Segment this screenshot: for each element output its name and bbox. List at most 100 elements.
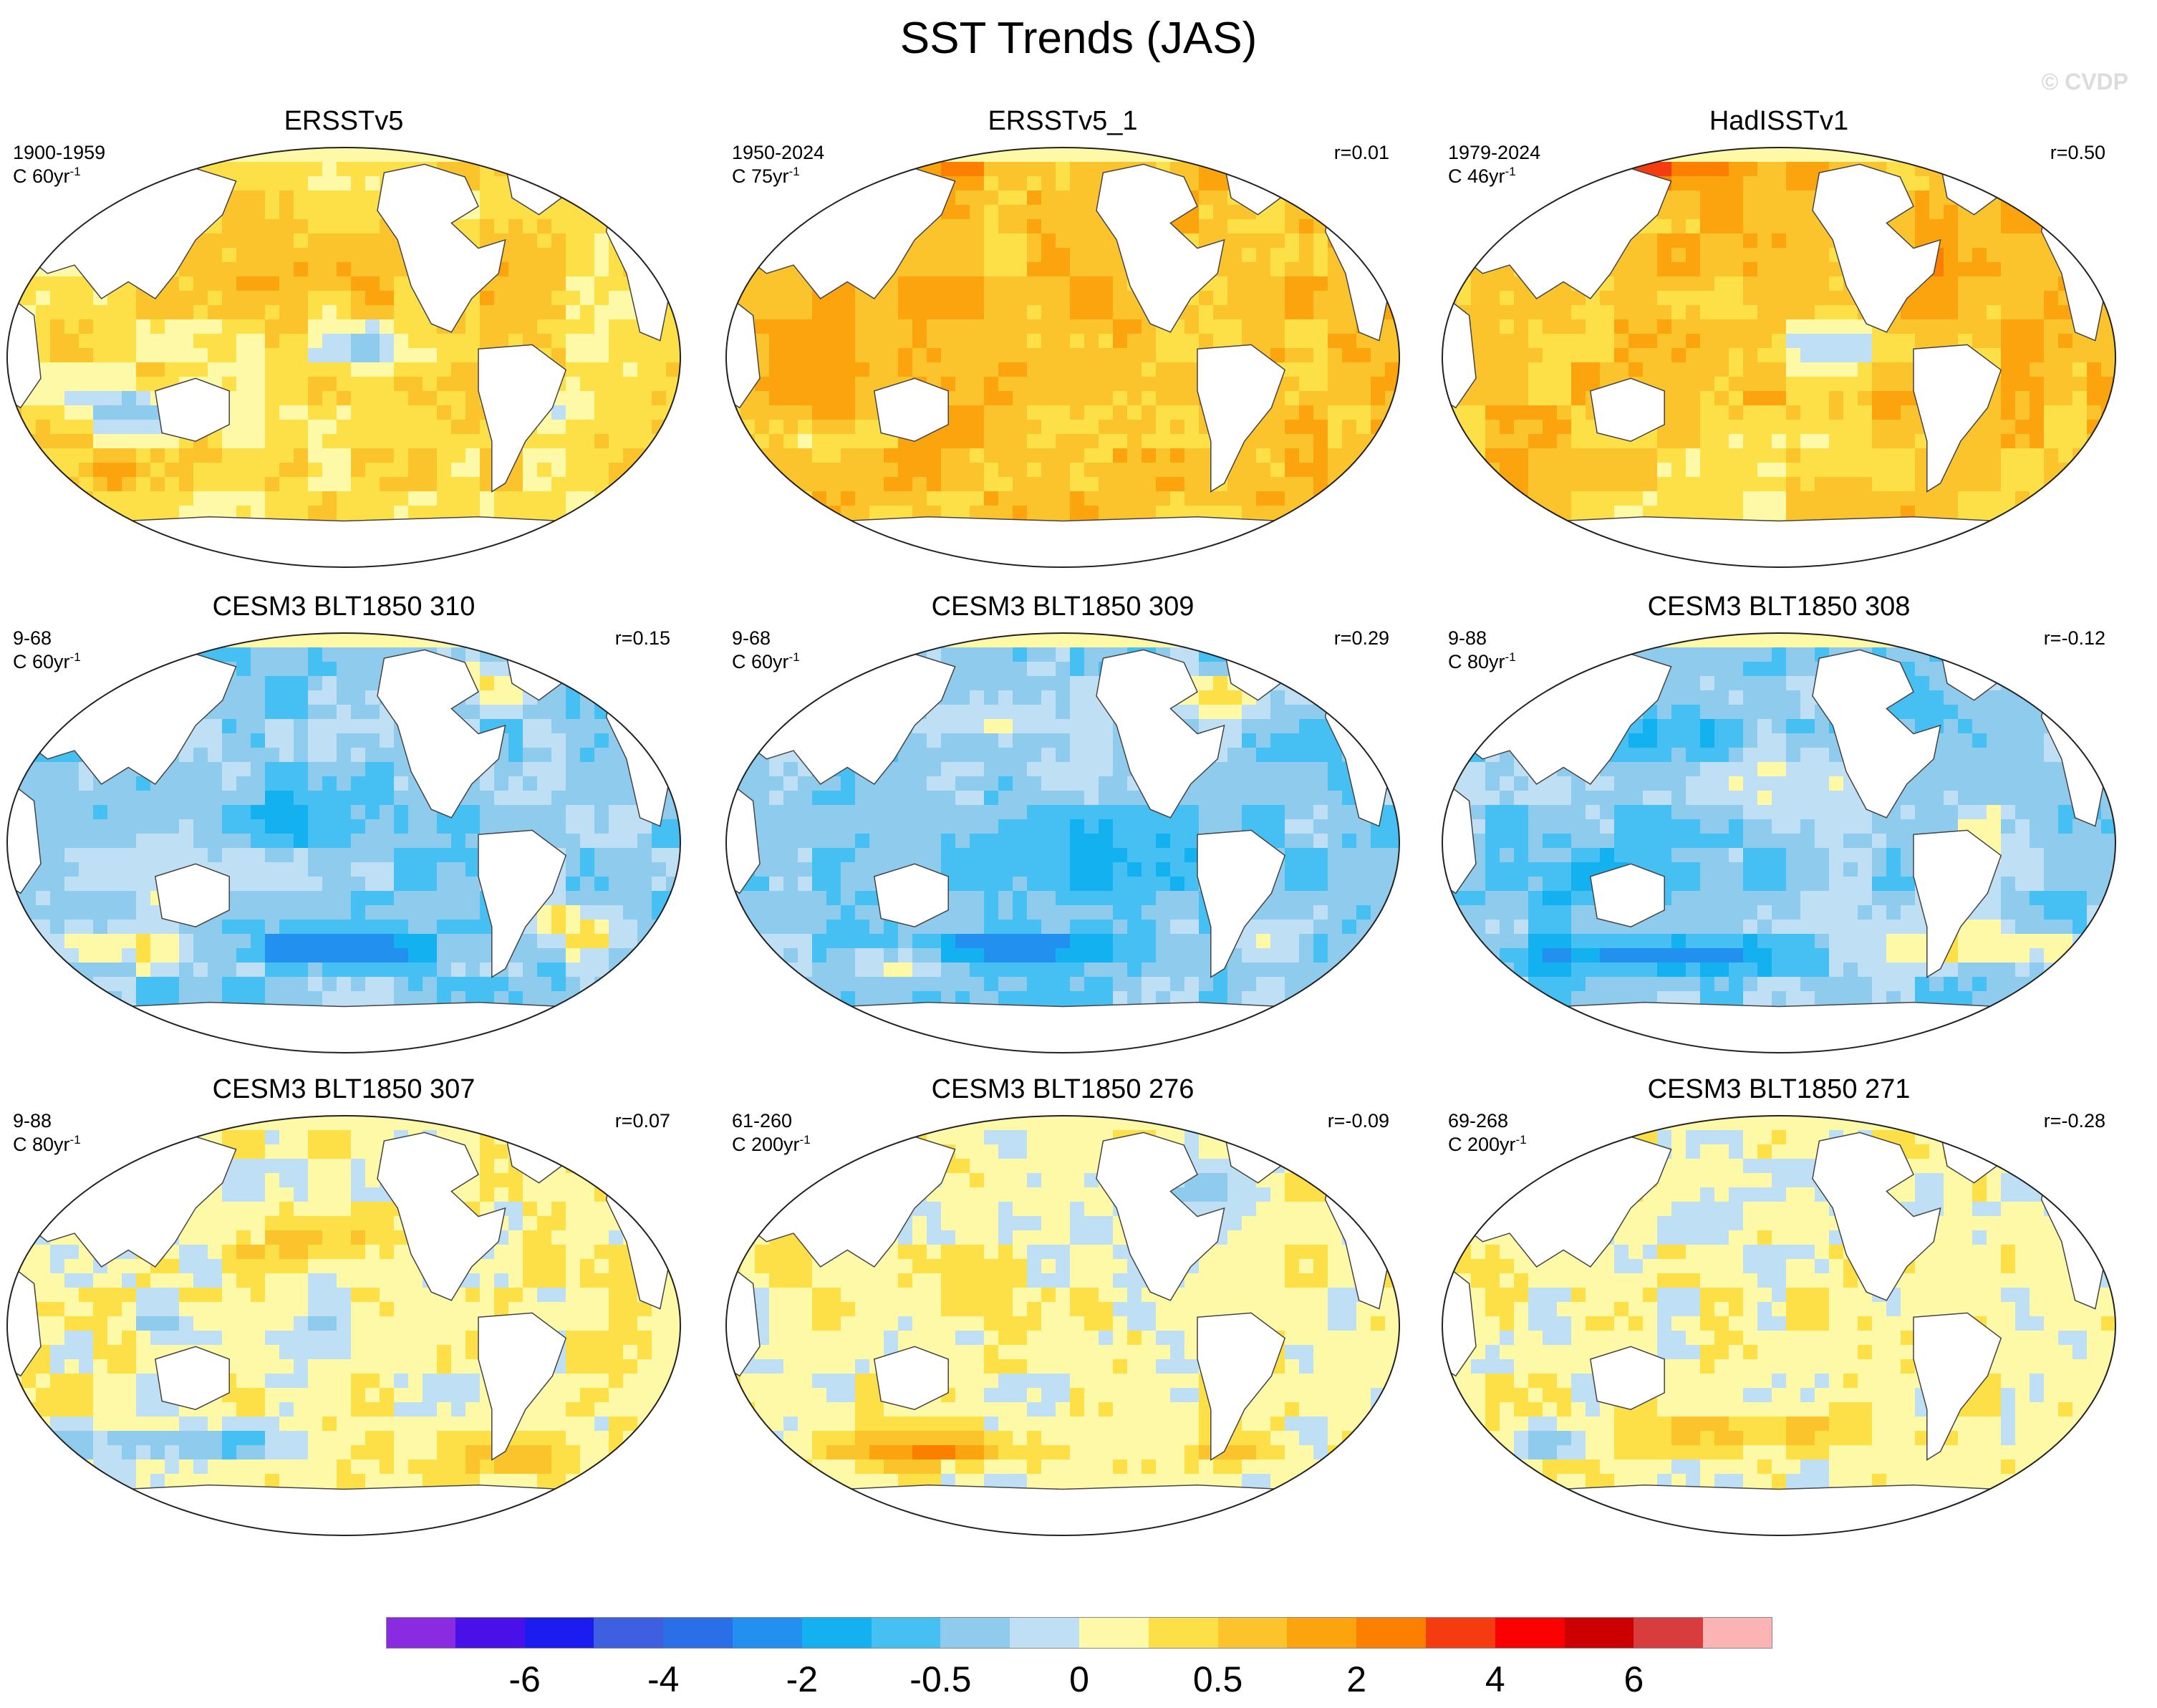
land-mask xyxy=(478,344,567,493)
panel-title: HadISSTv1 xyxy=(1709,106,1849,136)
colorbar-tick-label: -0.5 xyxy=(909,1659,972,1699)
land-mask xyxy=(7,1261,42,1377)
colorbar-box xyxy=(663,1617,733,1649)
watermark: © CVDP xyxy=(2041,69,2128,95)
colorbar-tick-label: -6 xyxy=(508,1659,541,1699)
map-svg xyxy=(725,147,1400,568)
map-svg xyxy=(725,1115,1400,1536)
panel-period: 69-268 xyxy=(1448,1110,1509,1132)
panel-title: ERSSTv5 xyxy=(284,106,404,136)
panel-correlation: r=0.01 xyxy=(1333,142,1389,163)
panel-units: C 60yr-1 xyxy=(13,650,81,672)
map-svg xyxy=(6,632,681,1053)
panel-period: 9-88 xyxy=(1448,627,1487,649)
map-border xyxy=(6,1115,681,1536)
panel-correlation: r=0.29 xyxy=(1333,627,1389,649)
panel-period: 9-68 xyxy=(732,627,771,649)
panel-title: CESM3 BLT1850 308 xyxy=(1647,592,1911,622)
panel-period: 61-260 xyxy=(732,1110,793,1132)
map-panel-cesm3-308: CESM3 BLT1850 308 9-88 C 80yr-1 r=-0.12 xyxy=(1435,592,2123,1079)
land-mask xyxy=(1812,163,1941,333)
panel-units: C 80yr-1 xyxy=(1448,650,1516,672)
colorbar-box xyxy=(871,1617,941,1649)
land-mask xyxy=(1442,293,1477,409)
panel-units: C 200yr-1 xyxy=(1448,1133,1527,1155)
colorbar-box xyxy=(1564,1617,1634,1649)
land-mask xyxy=(1913,1312,2002,1461)
panel-title: ERSSTv5_1 xyxy=(988,106,1138,136)
map-border xyxy=(725,147,1400,568)
colorbar-tick-label: -4 xyxy=(647,1659,680,1699)
land-mask xyxy=(154,863,230,927)
panel-units: C 80yr-1 xyxy=(13,1133,81,1155)
land-mask xyxy=(1589,863,1665,927)
land-mask xyxy=(1442,778,1477,894)
land-mask xyxy=(478,1312,567,1461)
map-panel-cesm3-309: CESM3 BLT1850 309 9-68 C 60yr-1 r=0.29 xyxy=(719,592,1406,1079)
land-mask xyxy=(1197,344,1286,493)
panel-title: CESM3 BLT1850 310 xyxy=(212,592,476,622)
colorbar-box xyxy=(1356,1617,1427,1649)
sst-field xyxy=(1442,1116,2115,1535)
land-mask xyxy=(39,1484,649,1535)
land-mask xyxy=(873,377,949,442)
panel-correlation: r=0.07 xyxy=(614,1110,670,1132)
sst-field xyxy=(726,1116,1399,1535)
map-panel-cesm3-310: CESM3 BLT1850 310 9-68 C 60yr-1 r=0.15 xyxy=(0,592,687,1079)
colorbar-box xyxy=(1634,1617,1704,1649)
colorbar-tick-label: 0.5 xyxy=(1192,1659,1243,1699)
map-panel-cesm3-307: CESM3 BLT1850 307 9-88 C 80yr-1 r=0.07 xyxy=(0,1074,687,1561)
land-mask xyxy=(1197,1312,1286,1461)
land-mask xyxy=(1589,377,1665,442)
panel-units: C 60yr-1 xyxy=(732,650,800,672)
map-border xyxy=(1442,632,2116,1053)
land-mask xyxy=(39,516,649,567)
colorbar-tick-label: -2 xyxy=(786,1659,819,1699)
panel-correlation: r=-0.12 xyxy=(2043,627,2105,649)
sst-field xyxy=(1442,148,2115,567)
sst-field xyxy=(726,148,1399,567)
land-mask xyxy=(39,1001,649,1053)
map-svg xyxy=(6,147,681,568)
map-panel-cesm3-271: CESM3 BLT1850 271 69-268 C 200yr-1 r=-0.… xyxy=(1435,1074,2123,1561)
map-border xyxy=(725,1115,1400,1536)
land-mask xyxy=(377,649,506,819)
land-mask xyxy=(1442,1261,1477,1377)
land-mask xyxy=(1812,1132,1941,1301)
panel-correlation: r=0.50 xyxy=(2050,142,2105,163)
panel-period: 1979-2024 xyxy=(1448,142,1541,163)
land-mask xyxy=(1913,829,2002,978)
land-mask xyxy=(1589,1346,1665,1410)
land-mask xyxy=(726,293,761,409)
panel-correlation: r=0.15 xyxy=(614,627,670,649)
land-mask xyxy=(7,293,42,409)
map-panel-ersstv5: ERSSTv5 1900-1959 C 60yr-1 xyxy=(0,106,687,593)
land-mask xyxy=(1474,1001,2084,1053)
colorbar-box xyxy=(733,1617,803,1649)
sst-field xyxy=(7,1116,680,1535)
land-mask xyxy=(154,377,230,442)
colorbar-box xyxy=(1495,1617,1565,1649)
map-panel-cesm3-276: CESM3 BLT1850 276 61-260 C 200yr-1 r=-0.… xyxy=(719,1074,1406,1561)
colorbar-box xyxy=(1148,1617,1219,1649)
colorbar-tick-label: 6 xyxy=(1623,1659,1644,1699)
map-border xyxy=(1442,147,2116,568)
panel-period: 9-88 xyxy=(13,1110,52,1132)
sst-field xyxy=(1442,633,2115,1053)
panel-correlation: r=-0.28 xyxy=(2043,1110,2105,1132)
panel-title: CESM3 BLT1850 309 xyxy=(931,592,1195,622)
colorbar-box xyxy=(594,1617,664,1649)
panel-period: 1950-2024 xyxy=(732,142,825,163)
colorbar xyxy=(386,1617,1773,1649)
land-mask xyxy=(478,829,567,978)
map-border xyxy=(725,632,1400,1053)
panel-period: 9-68 xyxy=(13,627,52,649)
panel-period: 1900-1959 xyxy=(13,142,106,163)
map-border xyxy=(1442,1115,2116,1536)
land-mask xyxy=(1913,344,2002,493)
land-mask xyxy=(1096,1132,1225,1301)
land-mask xyxy=(7,778,42,894)
land-mask xyxy=(154,1346,230,1410)
colorbar-tick-label: 4 xyxy=(1485,1659,1505,1699)
panel-units: C 200yr-1 xyxy=(732,1133,811,1155)
